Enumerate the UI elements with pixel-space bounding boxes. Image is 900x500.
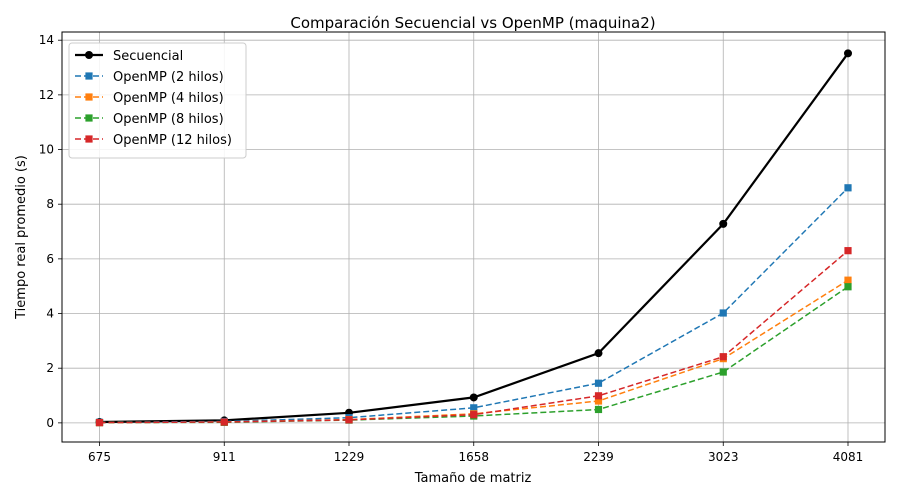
data-point [719, 309, 727, 317]
axis-ticks: 675 911 1229 1658 2239 3023 4081 0 2 4 6 8 10 12 14 [39, 33, 864, 464]
data-point [470, 411, 478, 419]
y-tick-label: 0 [46, 416, 54, 430]
legend-label: OpenMP (2 hilos) [113, 70, 224, 85]
legend-marker [85, 114, 93, 122]
y-tick-label: 14 [39, 33, 54, 47]
data-point [470, 404, 478, 412]
data-point [345, 416, 353, 424]
data-point [719, 219, 728, 228]
legend-marker [85, 93, 93, 101]
legend: Secuencial OpenMP (2 hilos) OpenMP (4 hilo… [68, 42, 247, 159]
data-point [220, 418, 228, 426]
legend-label: Secuencial [113, 49, 183, 64]
data-point [594, 405, 603, 414]
x-tick-label: 1229 [334, 450, 365, 464]
legend-marker [85, 135, 93, 143]
data-point [719, 353, 727, 361]
y-tick-label: 12 [39, 88, 54, 102]
y-tick-label: 8 [46, 197, 54, 211]
legend-label: OpenMP (4 hilos) [113, 91, 224, 106]
x-tick-label: 911 [213, 450, 236, 464]
legend-label: OpenMP (12 hilos) [113, 133, 232, 148]
chart-title: Comparación Secuencial vs OpenMP (maquin… [290, 14, 655, 32]
x-axis-label: Tamaño de matriz [414, 471, 532, 486]
legend-marker [85, 51, 93, 59]
y-tick-label: 10 [39, 143, 54, 157]
data-point [594, 397, 603, 405]
data-point [844, 276, 852, 284]
data-point [95, 418, 104, 427]
data-point [844, 247, 852, 255]
legend-marker [85, 72, 93, 80]
y-tick-label: 4 [46, 307, 54, 321]
data-point [844, 283, 852, 291]
legend-frame [68, 42, 247, 159]
legend-label: OpenMP (8 hilos) [113, 112, 224, 127]
x-tick-label: 675 [88, 450, 111, 464]
x-tick-label: 3023 [708, 450, 739, 464]
series-group [95, 247, 852, 427]
data-point [844, 49, 852, 58]
data-point [594, 379, 603, 387]
y-tick-label: 2 [46, 361, 54, 375]
x-tick-label: 1658 [458, 450, 489, 464]
y-tick-label: 6 [46, 252, 54, 266]
data-point [594, 349, 603, 358]
data-point [469, 393, 478, 402]
y-axis-label: Tiempo real promedio (s) [14, 155, 29, 320]
x-tick-label: 2239 [583, 450, 614, 464]
data-point [594, 392, 603, 400]
plot-frame [61, 31, 886, 443]
series-layer [95, 49, 852, 427]
data-point [844, 184, 852, 192]
x-tick-label: 4081 [833, 450, 864, 464]
data-point [719, 368, 727, 376]
